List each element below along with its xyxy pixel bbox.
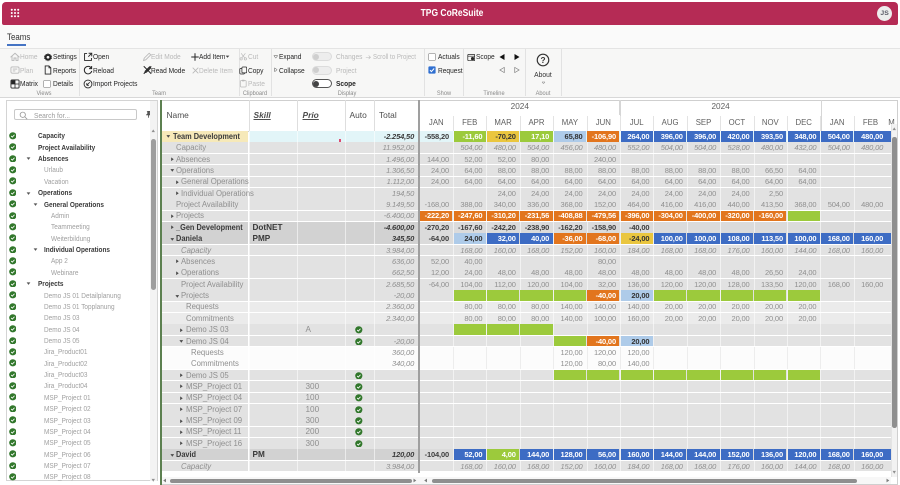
svg-text:?: ? (541, 55, 546, 65)
